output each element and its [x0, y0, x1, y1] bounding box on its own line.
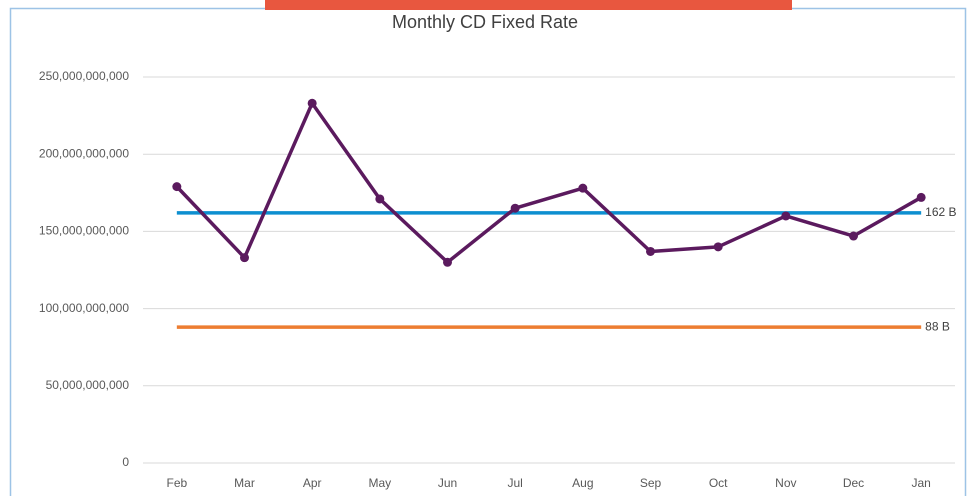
data-point	[713, 242, 723, 252]
x-tick-label: Mar	[234, 476, 255, 490]
data-point	[443, 257, 452, 267]
x-tick-label: Jan	[911, 476, 930, 490]
data-point	[781, 211, 791, 221]
x-tick-label: Dec	[843, 476, 864, 490]
data-point	[510, 203, 520, 213]
chart-title: Monthly CD Fixed Rate	[392, 12, 578, 32]
reference-label: 162 B	[925, 205, 956, 219]
data-point	[375, 194, 385, 204]
y-tick-label: 50,000,000,000	[46, 378, 130, 392]
x-tick-label: Jul	[507, 476, 522, 490]
x-tick-label: Apr	[303, 476, 322, 490]
data-point	[307, 98, 317, 108]
x-tick-label: Nov	[775, 476, 796, 490]
x-tick-label: Oct	[709, 476, 728, 490]
reference-label: 88 B	[925, 319, 950, 333]
data-point	[240, 253, 249, 263]
y-tick-label: 200,000,000,000	[39, 146, 129, 160]
y-tick-label: 0	[122, 455, 129, 469]
banner	[265, 0, 792, 10]
x-tick-label: May	[368, 476, 391, 490]
data-point	[578, 183, 588, 193]
y-tick-label: 100,000,000,000	[39, 301, 129, 315]
x-tick-label: Feb	[166, 476, 187, 490]
x-tick-label: Jun	[438, 476, 457, 490]
data-point	[646, 246, 655, 256]
y-tick-label: 250,000,000,000	[39, 69, 129, 83]
y-tick-label: 150,000,000,000	[39, 224, 129, 238]
x-tick-label: Aug	[572, 476, 593, 490]
x-tick-label: Sep	[640, 476, 662, 490]
data-line	[175, 101, 923, 265]
data-point	[916, 192, 926, 202]
data-point	[172, 182, 182, 192]
data-point	[849, 231, 858, 241]
